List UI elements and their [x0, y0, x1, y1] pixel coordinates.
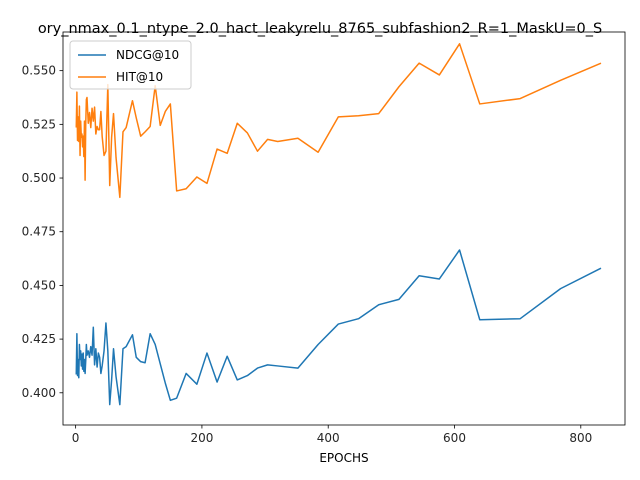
- y-tick-label: 0.450: [22, 278, 56, 292]
- plot-area: [62, 31, 626, 426]
- y-tick-label: 0.400: [22, 386, 56, 400]
- x-axis-label: EPOCHS: [319, 451, 368, 465]
- plot-frame: [62, 31, 626, 426]
- chart-title: ory_nmax_0.1_ntype_2.0_hact_leakyrelu_87…: [38, 21, 602, 37]
- x-tick-label: 200: [190, 431, 213, 445]
- y-tick-label: 0.475: [22, 225, 56, 239]
- y-axis: 0.400 0.425 0.450 0.475 0.500 0.525 0.550: [22, 64, 63, 400]
- x-tick-label: 600: [443, 431, 466, 445]
- x-axis: 0 200 400 600 800: [72, 425, 592, 445]
- series-line-hit-10: [75, 43, 602, 199]
- legend-label: HIT@10: [116, 70, 163, 84]
- x-tick-label: 400: [317, 431, 340, 445]
- x-tick-label: 0: [72, 431, 80, 445]
- y-tick-label: 0.550: [22, 64, 56, 78]
- y-tick-label: 0.525: [22, 117, 56, 131]
- x-tick-label: 800: [569, 431, 592, 445]
- series-line-ndcg-10: [75, 249, 602, 406]
- legend-label: NDCG@10: [116, 48, 179, 62]
- legend: NDCG@10 HIT@10: [69, 40, 192, 90]
- y-tick-label: 0.425: [22, 332, 56, 346]
- y-tick-label: 0.500: [22, 171, 56, 185]
